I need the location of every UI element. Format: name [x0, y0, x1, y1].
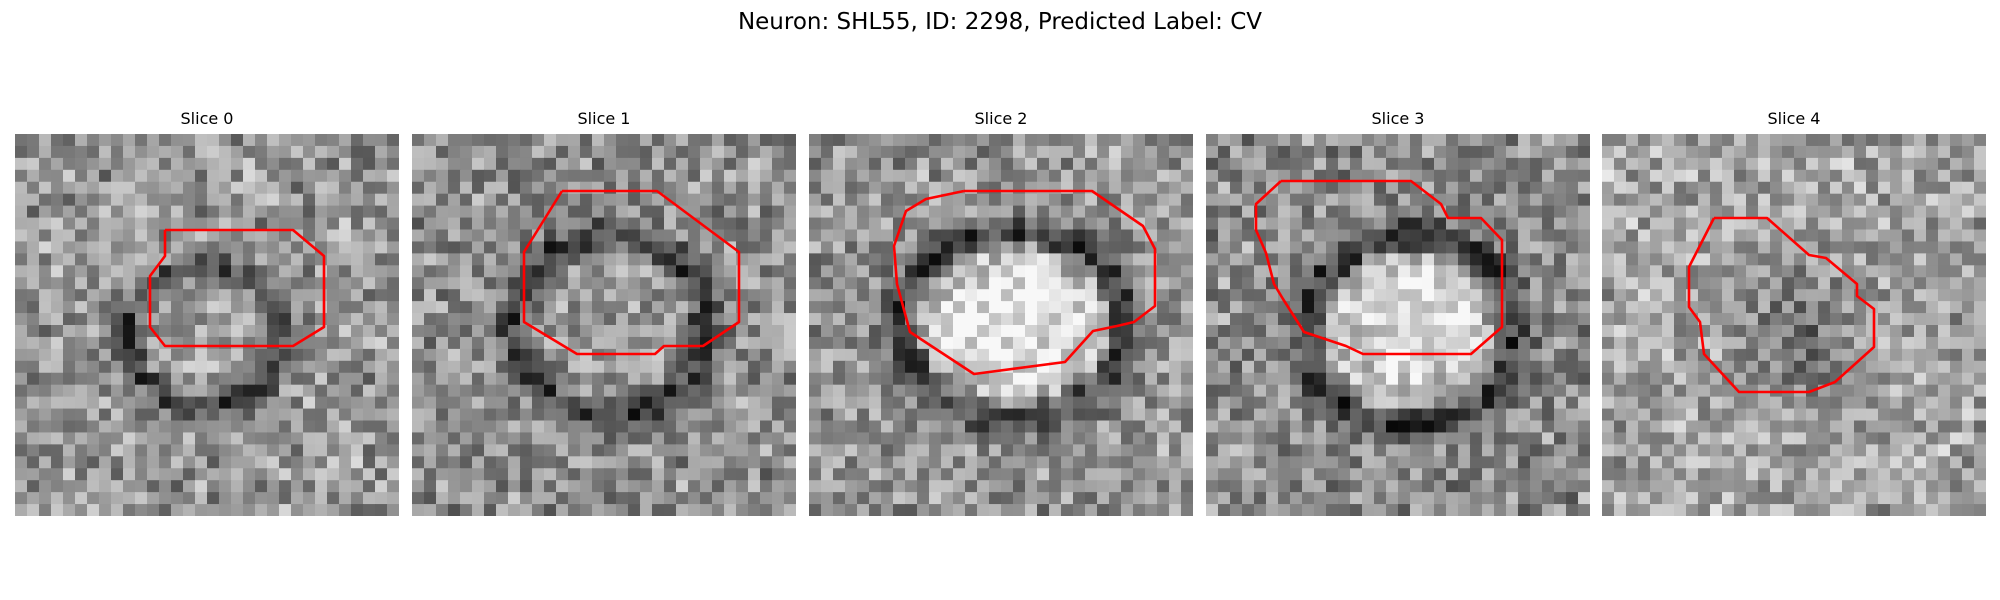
roi-contour-2	[892, 189, 1157, 376]
slice-image-1	[412, 134, 796, 516]
figure-title: Neuron: SHL55, ID: 2298, Predicted Label…	[737, 9, 1263, 35]
roi-contour-0	[148, 228, 326, 348]
slice-svg-0	[15, 134, 399, 516]
slice-title-2: Slice 2	[974, 109, 1028, 128]
slice-title-1: Slice 1	[577, 109, 631, 128]
pixel-grid	[15, 134, 399, 516]
pixel-grid	[412, 134, 796, 516]
roi-contour-3	[1254, 179, 1504, 356]
slice-image-0	[15, 134, 399, 516]
slice-panel-4: Slice 4	[1602, 108, 1986, 516]
slice-panel-3: Slice 3	[1206, 108, 1590, 516]
slice-image-2	[809, 134, 1193, 516]
slice-title-0: Slice 0	[180, 109, 234, 128]
slice-svg-3	[1206, 134, 1590, 516]
pixel-grid	[809, 134, 1193, 516]
slice-svg-4	[1602, 134, 1986, 516]
roi-contour-4	[1687, 216, 1876, 394]
slice-title-4: Slice 4	[1767, 109, 1821, 128]
slice-image-3	[1206, 134, 1590, 516]
slice-image-4	[1602, 134, 1986, 516]
slice-svg-1	[412, 134, 796, 516]
pixel-grid	[1206, 134, 1590, 516]
roi-contour-1	[522, 189, 741, 356]
slice-panel-0: Slice 0	[15, 108, 399, 516]
slice-title-3: Slice 3	[1371, 109, 1425, 128]
pixel-grid	[1602, 134, 1986, 516]
slice-panel-2: Slice 2	[809, 108, 1193, 516]
slice-panel-1: Slice 1	[412, 108, 796, 516]
slice-svg-2	[809, 134, 1193, 516]
